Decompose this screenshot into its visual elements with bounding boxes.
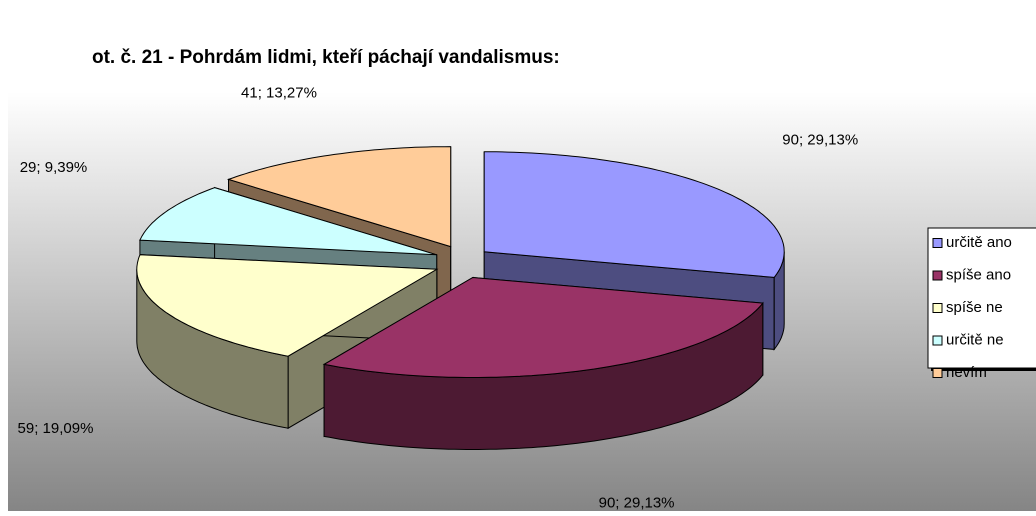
legend-label: určitě ano — [946, 234, 1012, 251]
slice-top — [322, 276, 764, 378]
legend-items: určitě ano spíše ano spíše ne určitě ne neví… — [932, 234, 1012, 381]
data-label: 41; 13,27% — [241, 85, 317, 102]
legend-label: nevím — [946, 364, 987, 381]
chart-title: ot. č. 21 - Pohrdám lidmi, kteří páchají… — [92, 47, 560, 68]
legend-swatch — [932, 368, 943, 378]
legend-label: spíše ne — [946, 299, 1003, 316]
slice — [322, 276, 764, 450]
data-label: 90; 29,13% — [782, 131, 858, 148]
data-label: 29; 9,39% — [20, 159, 88, 176]
legend-swatch — [932, 270, 943, 281]
slice-top — [136, 254, 439, 357]
slice-top — [226, 146, 452, 248]
slice-top — [139, 187, 437, 256]
legend-swatch — [932, 303, 943, 313]
data-label: 59; 19,09% — [18, 420, 94, 437]
legend — [927, 227, 1036, 369]
pie: 90; 29,13% 90; 29,13% 59; 19,09% 29; 9,39% 4… — [18, 85, 859, 512]
legend-swatch — [932, 238, 943, 248]
legend-swatch — [932, 335, 943, 346]
data-label: 90; 29,13% — [599, 495, 675, 511]
legend-label: určitě ne — [946, 331, 1004, 348]
slice-top — [483, 151, 785, 278]
legend-label: spíše ano — [946, 266, 1011, 283]
